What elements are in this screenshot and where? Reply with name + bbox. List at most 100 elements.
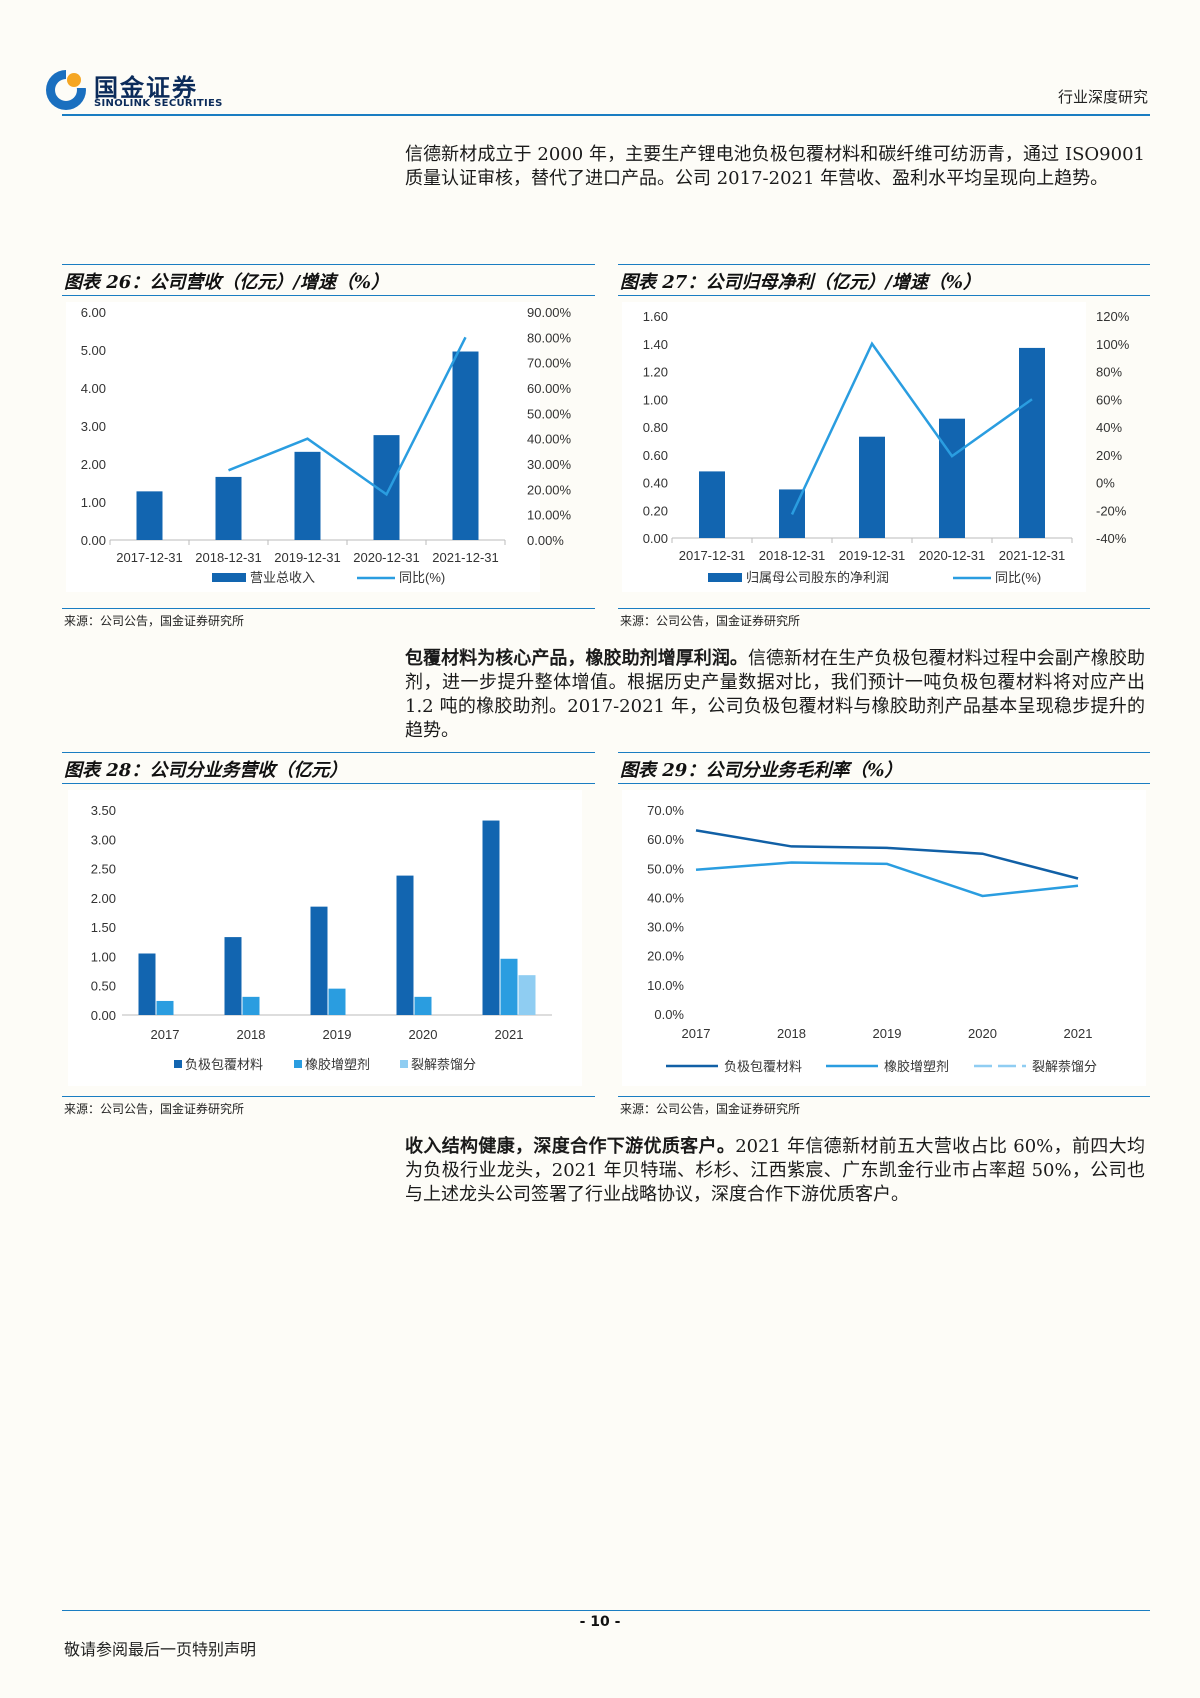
page-number: - 10 - bbox=[579, 1614, 621, 1630]
left-axis-tick-label: 0.60 bbox=[643, 448, 668, 463]
left-axis-tick-label: 1.00 bbox=[81, 495, 106, 510]
legend-bar-label: 归属母公司股东的净利润 bbox=[746, 570, 889, 585]
fig27-bottom-rule bbox=[618, 608, 1150, 609]
x-axis-tick-label: 2017 bbox=[682, 1026, 711, 1041]
x-axis-tick-label: 2020 bbox=[409, 1027, 438, 1042]
fig27-source: 来源：公司公告，国金证券研究所 bbox=[620, 614, 801, 628]
plot-background bbox=[622, 302, 1086, 592]
y-axis-tick-label: 20.0% bbox=[647, 949, 684, 964]
y-axis-tick-label: 30.0% bbox=[647, 920, 684, 935]
right-axis-tick-label: 30.00% bbox=[527, 457, 572, 472]
x-axis-tick-label: 2018 bbox=[777, 1026, 806, 1041]
legend-swatch-3 bbox=[400, 1060, 408, 1068]
x-axis-tick-label: 2018-12-31 bbox=[195, 550, 262, 565]
y-axis-tick-label: 70.0% bbox=[647, 803, 684, 818]
x-axis-tick-label: 2017-12-31 bbox=[116, 550, 183, 565]
right-axis-tick-label: 10.00% bbox=[527, 508, 572, 523]
left-axis-tick-label: 5.00 bbox=[81, 343, 106, 358]
sinolink-logo-icon bbox=[46, 70, 86, 110]
line-series-1 bbox=[695, 829, 1079, 880]
bar-5 bbox=[1019, 347, 1045, 538]
right-axis-tick-label: 80.00% bbox=[527, 330, 572, 345]
x-axis-tick-label: 2019 bbox=[873, 1026, 902, 1041]
legend-label-1: 负极包覆材料 bbox=[185, 1057, 263, 1072]
fig28-bottom-rule bbox=[62, 1096, 595, 1097]
y-axis-tick-label: 3.50 bbox=[91, 803, 116, 818]
bar-series1-2021 bbox=[482, 820, 500, 1015]
x-axis-tick-label: 2021 bbox=[495, 1027, 524, 1042]
footer-divider bbox=[62, 1610, 1150, 1611]
y-axis-tick-label: 2.50 bbox=[91, 862, 116, 877]
fig28-source: 来源：公司公告，国金证券研究所 bbox=[64, 1102, 245, 1116]
core-product-paragraph: 包覆材料为核心产品，橡胶助剂增厚利润。信德新材在生产负极包覆材料过程中会副产橡胶… bbox=[405, 647, 1145, 743]
y-axis-tick-label: 3.00 bbox=[91, 832, 116, 847]
fig26-title: 图表 26：公司营收（亿元）/增速（%） bbox=[64, 272, 389, 293]
chart-fig26: 0.00 1.00 2.00 3.00 4.00 5.00 6.00 0.00% 10.00% 2… bbox=[66, 302, 572, 592]
x-axis-tick-label: 2021-12-31 bbox=[432, 550, 499, 565]
bar-series2-2018 bbox=[242, 996, 260, 1015]
right-axis-tick-label: 60% bbox=[1096, 392, 1122, 407]
right-axis-tick-label: 60.00% bbox=[527, 381, 572, 396]
legend-label-1: 负极包覆材料 bbox=[724, 1059, 802, 1074]
growth-line bbox=[790, 341, 1033, 515]
right-axis-tick-label: 40.00% bbox=[527, 432, 572, 447]
bar-series2-2020 bbox=[414, 996, 432, 1015]
left-axis-tick-label: 0.40 bbox=[643, 476, 668, 491]
right-axis-tick-label: 90.00% bbox=[527, 305, 572, 320]
bar-4 bbox=[939, 418, 965, 538]
fig26-top-rule bbox=[62, 264, 595, 265]
left-axis-tick-label: 4.00 bbox=[81, 381, 106, 396]
right-axis-tick-label: -20% bbox=[1096, 503, 1127, 518]
bar-series2-2021 bbox=[500, 958, 518, 1015]
bar-1 bbox=[136, 491, 163, 540]
right-axis-tick-label: 80% bbox=[1096, 365, 1122, 380]
left-axis-tick-label: 2.00 bbox=[81, 457, 106, 472]
bar-series2-2017 bbox=[156, 1000, 174, 1015]
x-axis-tick-label: 2020-12-31 bbox=[919, 548, 986, 563]
customer-body: 2021 年信德新材前五大营收占比 60%，前四大均为负极行业龙头，2021 年… bbox=[405, 1136, 1146, 1205]
legend-swatch-2 bbox=[294, 1060, 302, 1068]
y-axis-tick-label: 0.00 bbox=[91, 1008, 116, 1023]
x-axis-tick-label: 2017-12-31 bbox=[679, 548, 746, 563]
x-axis-tick-label: 2021-12-31 bbox=[999, 548, 1066, 563]
bar-3 bbox=[294, 451, 321, 540]
bar-5 bbox=[452, 351, 479, 540]
left-axis-tick-label: 3.00 bbox=[81, 419, 106, 434]
bar-3 bbox=[859, 436, 885, 538]
fig28-top-rule bbox=[62, 752, 595, 753]
fig27-top-rule bbox=[618, 264, 1150, 265]
right-axis-tick-label: 0% bbox=[1096, 476, 1115, 491]
legend-line-label: 同比(%) bbox=[995, 570, 1041, 585]
right-axis-tick-label: -40% bbox=[1096, 531, 1127, 546]
logo-text-cn: 国金证券 bbox=[94, 74, 198, 102]
customer-lead: 收入结构健康，深度合作下游优质客户。 bbox=[405, 1136, 736, 1157]
left-axis-tick-label: 1.40 bbox=[643, 337, 668, 352]
fig26-bottom-rule bbox=[62, 608, 595, 609]
y-axis-tick-label: 0.0% bbox=[654, 1007, 684, 1022]
x-axis-tick-label: 2018 bbox=[237, 1027, 266, 1042]
y-axis-tick-label: 60.0% bbox=[647, 832, 684, 847]
chart-fig28: 0.00 0.50 1.00 1.50 2.00 2.50 3.00 3.50 2017 2018… bbox=[68, 790, 582, 1086]
left-axis-tick-label: 1.60 bbox=[643, 309, 668, 324]
customer-paragraph: 收入结构健康，深度合作下游优质客户。2021 年信德新材前五大营收占比 60%，… bbox=[405, 1135, 1145, 1207]
right-axis-tick-label: 40% bbox=[1096, 420, 1122, 435]
fig26-source: 来源：公司公告，国金证券研究所 bbox=[64, 614, 245, 628]
legend-label-3: 裂解萘馏分 bbox=[1032, 1059, 1097, 1074]
fig29-source: 来源：公司公告，国金证券研究所 bbox=[620, 1102, 801, 1116]
legend-bar-swatch bbox=[212, 573, 246, 582]
chart-fig29: 0.0% 10.0% 20.0% 30.0% 40.0% 50.0% 60.0% 70.0% 2… bbox=[622, 790, 1146, 1086]
legend-label-3: 裂解萘馏分 bbox=[411, 1057, 476, 1072]
fig27-title: 图表 27：公司归母净利（亿元）/增速（%） bbox=[620, 272, 981, 293]
y-axis-tick-label: 50.0% bbox=[647, 861, 684, 876]
fig28-title: 图表 28：公司分业务营收（亿元） bbox=[64, 760, 348, 781]
fig29-title-rule bbox=[618, 783, 1150, 784]
line-series-2 bbox=[695, 861, 1079, 898]
y-axis-tick-label: 40.0% bbox=[647, 890, 684, 905]
bar-series1-2017 bbox=[138, 953, 156, 1015]
x-axis-tick-label: 2021 bbox=[1064, 1026, 1093, 1041]
bar-series1-2020 bbox=[396, 875, 414, 1015]
core-product-lead: 包覆材料为核心产品，橡胶助剂增厚利润。 bbox=[405, 648, 748, 669]
bar-series1-2018 bbox=[224, 937, 242, 1015]
bar-series3-2021 bbox=[518, 975, 536, 1015]
x-axis-tick-label: 2019-12-31 bbox=[274, 550, 341, 565]
